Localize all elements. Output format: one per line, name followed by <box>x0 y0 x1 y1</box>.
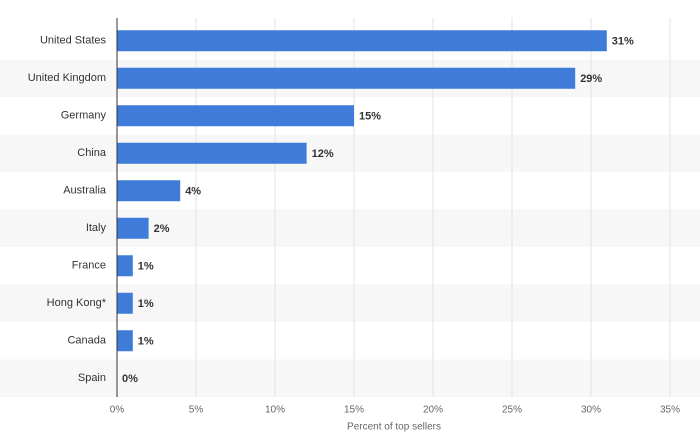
data-label: 1% <box>138 298 154 310</box>
data-label: 0% <box>122 373 138 385</box>
y-tick-label: France <box>72 260 106 272</box>
y-tick-label: United Kingdom <box>28 72 106 84</box>
y-tick-label: Australia <box>63 185 107 197</box>
x-tick-label: 5% <box>189 405 204 416</box>
data-label: 29% <box>580 73 602 85</box>
bar <box>117 30 607 52</box>
x-tick-label: 35% <box>660 405 680 416</box>
data-label: 1% <box>138 261 154 273</box>
bar <box>117 292 133 314</box>
x-tick-label: 0% <box>110 405 125 416</box>
x-tick-label: 10% <box>265 405 285 416</box>
bar <box>117 217 149 239</box>
data-label: 2% <box>154 223 170 235</box>
bar <box>117 255 133 277</box>
x-tick-label: 30% <box>581 405 601 416</box>
y-tick-label: United States <box>40 35 107 47</box>
x-tick-label: 20% <box>423 405 443 416</box>
bar <box>117 180 181 202</box>
y-tick-label: Germany <box>61 110 107 122</box>
data-label: 31% <box>612 36 634 48</box>
y-tick-label: Spain <box>78 372 106 384</box>
bar <box>117 105 354 127</box>
bar <box>117 142 307 164</box>
data-label: 1% <box>138 336 154 348</box>
y-tick-label: Canada <box>67 335 106 347</box>
y-tick-label: China <box>77 147 107 159</box>
bar <box>117 330 133 352</box>
x-tick-label: 25% <box>502 405 522 416</box>
x-tick-label: 15% <box>344 405 364 416</box>
y-tick-label: Italy <box>86 222 107 234</box>
bar <box>117 67 576 89</box>
data-label: 15% <box>359 111 381 123</box>
data-label: 12% <box>312 148 334 160</box>
data-label: 4% <box>185 186 201 198</box>
x-axis-title: Percent of top sellers <box>347 422 441 433</box>
y-tick-label: Hong Kong* <box>47 297 107 309</box>
